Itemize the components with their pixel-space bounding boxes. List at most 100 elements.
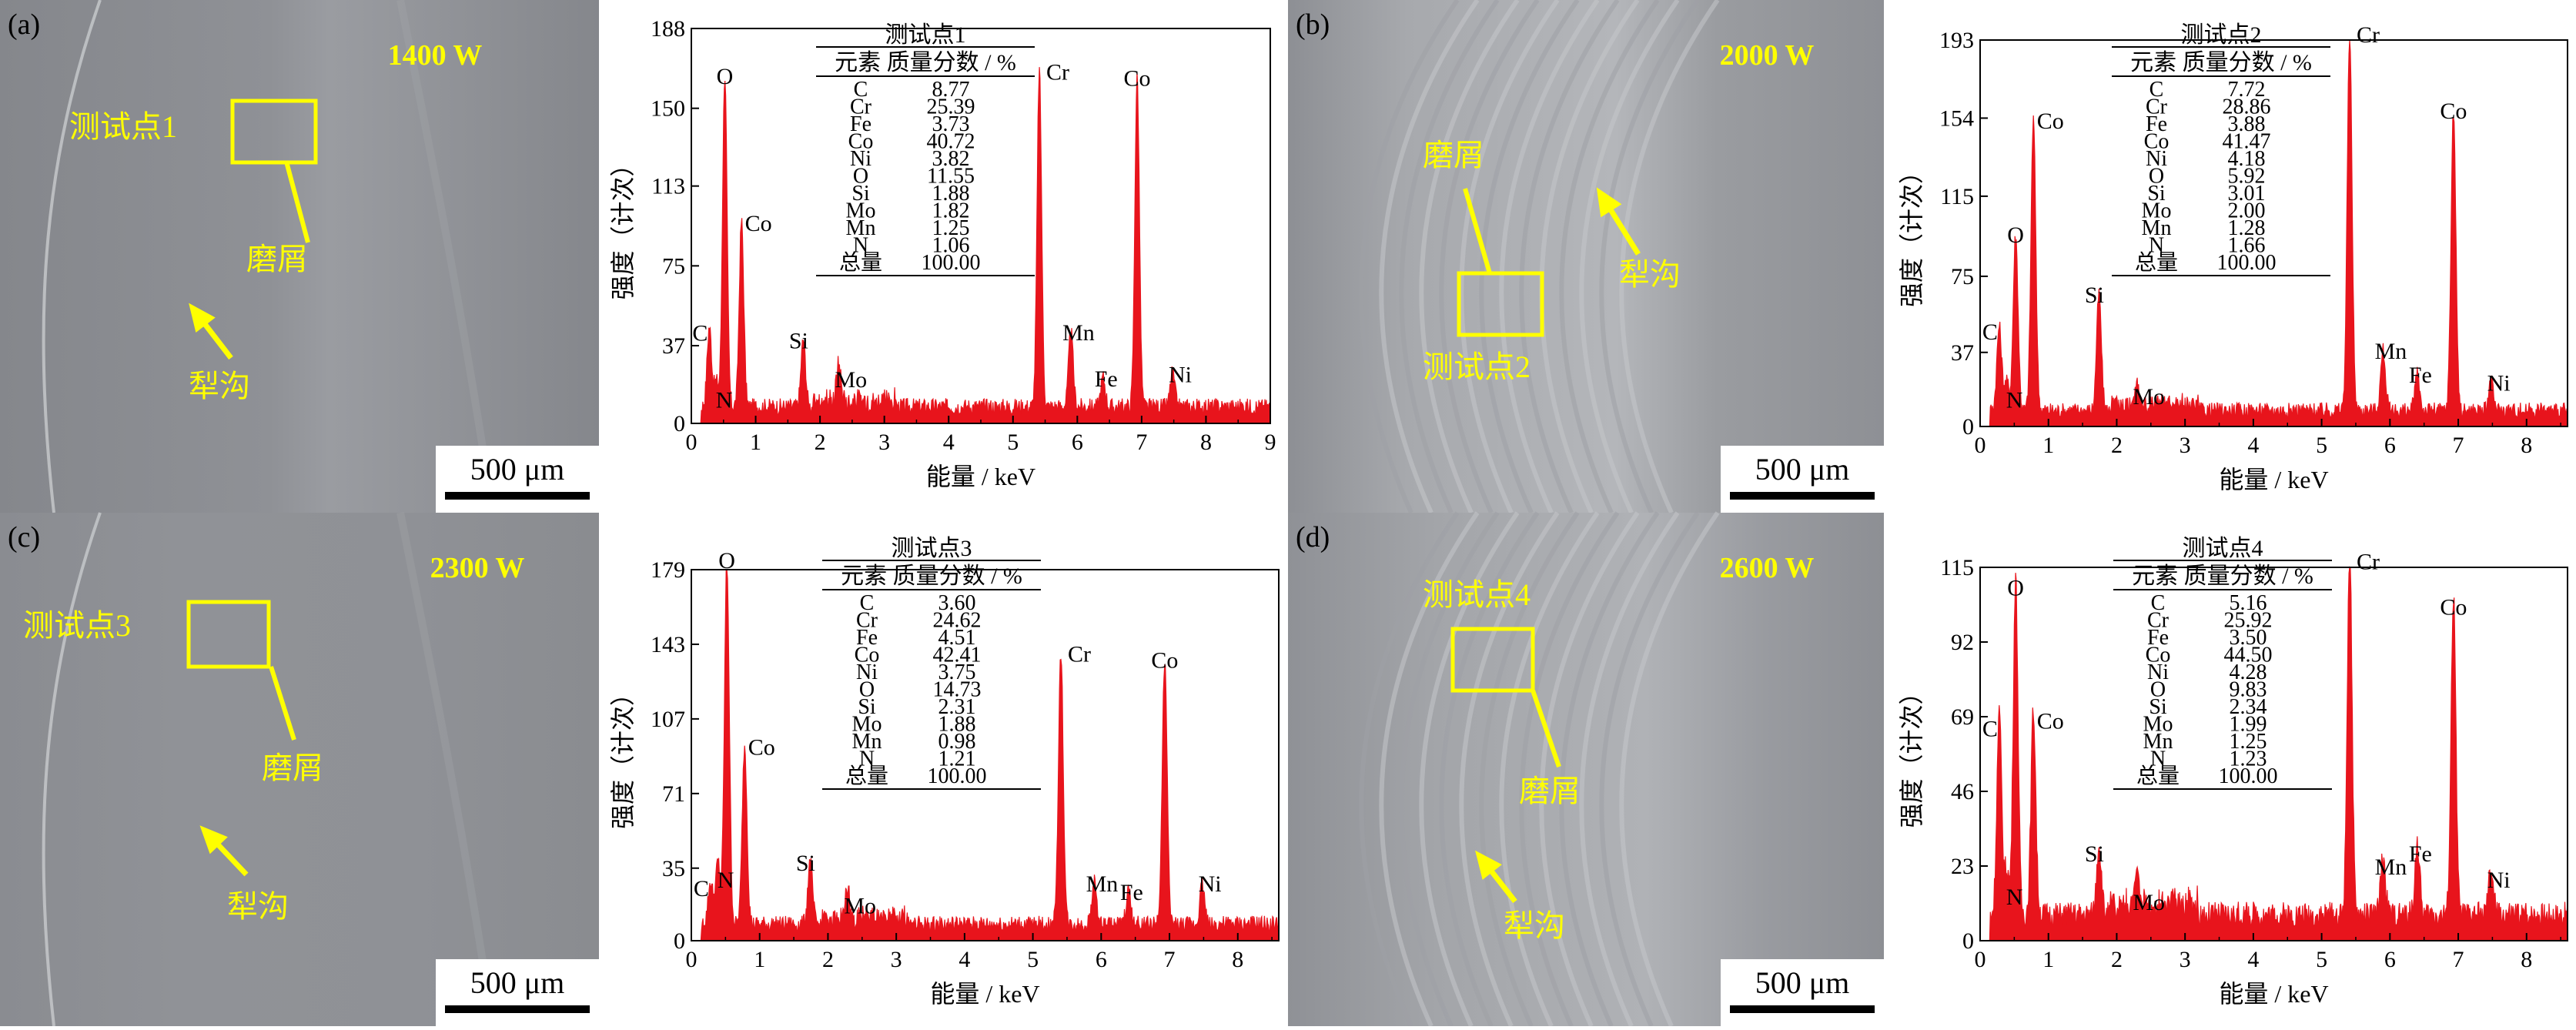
table-header: 元素 质量分数 / % — [2130, 50, 2312, 75]
table-value: 4.51 — [938, 626, 976, 650]
peak-label: Mn — [1062, 320, 1095, 346]
peak-label: N — [2006, 388, 2023, 413]
power-label: 2000 W — [1720, 39, 1815, 72]
peak-label: Co — [2440, 99, 2467, 124]
x-tick-label: 7 — [2453, 947, 2464, 972]
peak-label: Ni — [2487, 868, 2511, 893]
table-value: 3.82 — [932, 147, 970, 171]
y-tick-label: 0 — [1962, 414, 1974, 440]
peak-label: Si — [789, 329, 808, 354]
table-element: Mn — [852, 730, 882, 754]
debris-pointer — [1531, 690, 1561, 767]
table-value: 40.72 — [927, 130, 975, 154]
table-element: Mo — [2142, 199, 2172, 223]
table-element: C — [2149, 78, 2164, 102]
peak-label: N — [716, 387, 733, 413]
peak-label: Fe — [1095, 366, 1118, 392]
wear-groove — [1459, 511, 1560, 1028]
peak-label: O — [2007, 575, 2024, 600]
peak-label: Cr — [2357, 22, 2380, 48]
wear-groove — [1519, 0, 1620, 514]
peak-label: Ni — [1199, 871, 1222, 897]
peak-label: Cr — [1046, 59, 1069, 85]
table-value: 1.88 — [938, 713, 976, 737]
wear-groove — [1499, 511, 1600, 1028]
x-tick-label: 2 — [815, 430, 826, 455]
scale-bar — [445, 1005, 590, 1013]
table-element: N — [853, 234, 868, 258]
table-value: 1.99 — [2230, 713, 2267, 737]
peak-label: Si — [796, 851, 815, 876]
table-element: Si — [858, 695, 876, 719]
x-tick-label: 0 — [686, 947, 698, 972]
x-tick-label: 5 — [1027, 947, 1039, 972]
panel-letter: (a) — [8, 8, 40, 41]
scale-bar — [445, 492, 590, 500]
track-edge — [396, 0, 497, 513]
peak-label: Mn — [2375, 854, 2407, 880]
y-tick-label: 115 — [1940, 555, 1974, 580]
table-value: 24.62 — [933, 609, 982, 633]
peak-label: Mo — [2133, 384, 2165, 410]
table-element: Ni — [2147, 660, 2169, 684]
test-point-box — [1457, 271, 1544, 337]
table-element: Cr — [856, 609, 878, 633]
furrow-arrow-head — [189, 303, 216, 333]
y-tick-label: 107 — [651, 707, 685, 732]
table-element: O — [859, 678, 875, 702]
peak-label: Mn — [1086, 871, 1119, 897]
table-value: 1.82 — [932, 199, 970, 223]
y-tick-label: 143 — [651, 632, 685, 657]
peak-label: C — [694, 876, 709, 901]
y-tick-label: 0 — [1962, 928, 1974, 954]
eds-chart: 0 1 2 3 4 5 6 7 8 9 0 37 75 113 150 188 能量 / keV 强度（计次） C N… — [609, 16, 1276, 490]
peak-label: Mo — [844, 893, 876, 918]
x-tick-label: 6 — [2384, 947, 2396, 972]
table-value: 1.23 — [2230, 747, 2267, 771]
peak-label: Cr — [2357, 550, 2380, 575]
x-tick-label: 5 — [2316, 433, 2327, 458]
test-point-label: 测试点1 — [69, 109, 177, 144]
scale-bar — [1730, 1005, 1875, 1013]
table-element: Co — [2144, 130, 2170, 154]
table-title: 测试点3 — [892, 536, 972, 561]
sem-image — [0, 513, 599, 1026]
table-element: Si — [851, 182, 870, 206]
x-tick-label: 5 — [2316, 947, 2327, 972]
table-value: 1.66 — [2228, 234, 2266, 258]
peak-label: O — [717, 64, 734, 89]
plot-frame — [691, 569, 1280, 941]
furrow-label: 犁沟 — [227, 889, 289, 924]
table-value: 3.60 — [938, 591, 976, 615]
peak-label: Co — [1124, 66, 1151, 92]
x-tick-label: 3 — [2180, 433, 2191, 458]
table-value: 42.41 — [933, 644, 982, 667]
table-value: 44.50 — [2224, 644, 2273, 667]
y-tick-label: 35 — [662, 856, 685, 881]
table-title: 测试点1 — [885, 22, 966, 48]
table-value: 14.73 — [933, 678, 982, 702]
power-label: 1400 W — [388, 39, 483, 72]
wear-groove — [1399, 0, 1500, 514]
debris-label: 磨屑 — [1423, 138, 1484, 172]
table-element: Mn — [2143, 730, 2173, 754]
table-value: 1.06 — [932, 234, 970, 258]
test-point-label: 测试点4 — [1423, 577, 1531, 612]
table-value: 100.00 — [2219, 764, 2278, 788]
table-value: 5.92 — [2228, 165, 2266, 189]
wear-groove — [1379, 0, 1480, 514]
x-tick-label: 0 — [686, 430, 698, 455]
table-value: 1.88 — [932, 182, 970, 206]
table-element: N — [859, 747, 875, 771]
x-tick-label: 2 — [2111, 433, 2123, 458]
y-tick-label: 37 — [662, 333, 685, 359]
table-value: 4.18 — [2228, 147, 2266, 171]
wear-groove — [1559, 0, 1660, 514]
y-tick-label: 75 — [1951, 264, 1974, 289]
table-value: 100.00 — [922, 251, 981, 275]
table-element: 总量 — [845, 764, 888, 788]
